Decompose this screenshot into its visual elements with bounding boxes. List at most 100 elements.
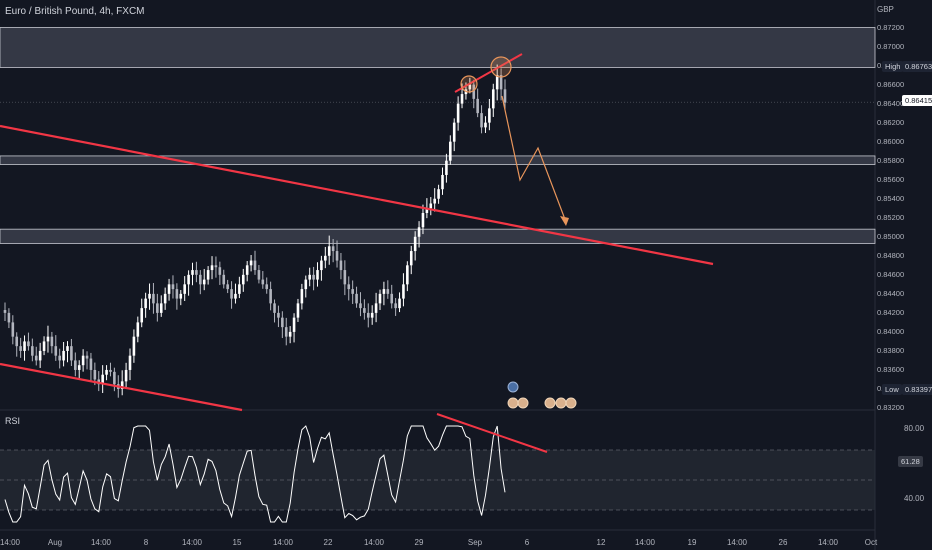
last-price-badge: 0.86415 <box>902 95 932 106</box>
candle-up <box>370 312 374 318</box>
high-value: 0.86763 <box>902 61 932 72</box>
candle-up <box>378 293 382 304</box>
candle-down <box>171 284 175 290</box>
candle-up <box>210 265 214 271</box>
candle-up <box>324 255 327 261</box>
candle-up <box>429 203 433 209</box>
candle-up <box>148 293 151 299</box>
double-top-circle-1 <box>460 75 478 93</box>
candle-up <box>23 341 26 351</box>
date-tick: 14:00 <box>181 538 203 547</box>
candle-down <box>503 89 507 103</box>
candle-down <box>386 289 390 294</box>
candle-down <box>89 358 93 370</box>
candle-up <box>140 308 144 323</box>
candle-up <box>296 303 300 318</box>
candle-up <box>449 141 452 161</box>
candle-up <box>382 289 386 294</box>
candle-up <box>468 84 472 90</box>
candle-down <box>11 322 15 337</box>
candle-down <box>363 308 366 313</box>
candle-up <box>124 369 128 382</box>
candle-up <box>144 298 147 309</box>
symbol-title[interactable]: Euro / British Pound, 4h, FXCM <box>5 6 145 17</box>
date-tick: 14:00 <box>634 538 656 547</box>
candle-down <box>339 260 343 271</box>
candle-down <box>214 265 218 268</box>
candle-down <box>109 369 112 372</box>
candle-up <box>163 293 167 304</box>
candle-up <box>445 160 448 175</box>
price-tick: 0.86200 <box>877 117 905 127</box>
price-tick: 0.84200 <box>877 307 905 317</box>
candle-down <box>331 246 335 252</box>
candle-up <box>101 374 104 385</box>
candle-down <box>7 312 11 323</box>
price-tick: 0.86000 <box>877 136 905 146</box>
candle-down <box>269 289 272 304</box>
candle-down <box>195 270 198 275</box>
date-tick: 14:00 <box>90 538 112 547</box>
candle-up <box>234 293 237 299</box>
candle-down <box>152 293 155 304</box>
candle-up <box>406 265 409 285</box>
price-tick: 0.83800 <box>877 345 905 355</box>
candle-down <box>27 341 30 347</box>
price-tick: 0.86400 <box>877 98 905 108</box>
event-icon <box>517 397 529 409</box>
candle-down <box>34 355 38 361</box>
candle-up <box>206 270 210 280</box>
candle-down <box>359 303 362 309</box>
candle-up <box>81 355 85 366</box>
candle-down <box>366 312 370 318</box>
candle-up <box>320 260 323 271</box>
candle-up <box>132 336 136 356</box>
candle-up <box>292 317 296 332</box>
candle-up <box>456 103 460 123</box>
candle-down <box>74 360 77 370</box>
candle-down <box>226 284 229 290</box>
candle-up <box>413 236 417 252</box>
candle-down <box>199 274 202 285</box>
candle-down <box>50 336 54 347</box>
date-tick: 15 <box>232 538 242 547</box>
low-value: 0.83397 <box>902 384 932 395</box>
date-tick: Aug <box>47 538 63 547</box>
projection-path <box>501 95 567 223</box>
candle-down <box>93 369 97 380</box>
candle-up <box>179 293 183 299</box>
candle-down <box>480 113 483 128</box>
candle-up <box>409 251 413 266</box>
candle-down <box>175 289 179 299</box>
zone-2 <box>0 155 876 165</box>
price-tick: 0.84000 <box>877 326 905 336</box>
price-tick: 0.83200 <box>877 403 905 412</box>
price-tick: 0.85400 <box>877 193 905 203</box>
candle-down <box>273 303 276 313</box>
rsi-line <box>4 425 506 523</box>
candle-up <box>421 213 425 228</box>
event-icon <box>544 397 556 409</box>
candle-down <box>257 270 261 280</box>
rsi-tick-80: 80.00 <box>904 424 925 433</box>
rsi-title[interactable]: RSI <box>5 416 21 426</box>
candle-down <box>218 267 222 275</box>
candle-down <box>3 310 7 313</box>
candle-up <box>120 381 124 389</box>
candle-down <box>19 346 22 351</box>
event-flag-icon <box>507 381 519 393</box>
price-tick: 0.87000 <box>877 41 905 51</box>
candle-up <box>437 189 440 199</box>
candle-up <box>417 227 421 237</box>
candle-up <box>77 365 81 370</box>
price-tick: 0.85200 <box>877 212 905 222</box>
projection-arrowhead <box>560 216 569 226</box>
candle-down <box>281 317 284 328</box>
date-tick: 12 <box>596 538 606 547</box>
descending-trendline-upper <box>0 124 714 266</box>
candle-down <box>355 293 358 304</box>
price-tick: 0.85000 <box>877 231 905 241</box>
candle-down <box>222 274 226 285</box>
candle-up <box>460 94 464 104</box>
